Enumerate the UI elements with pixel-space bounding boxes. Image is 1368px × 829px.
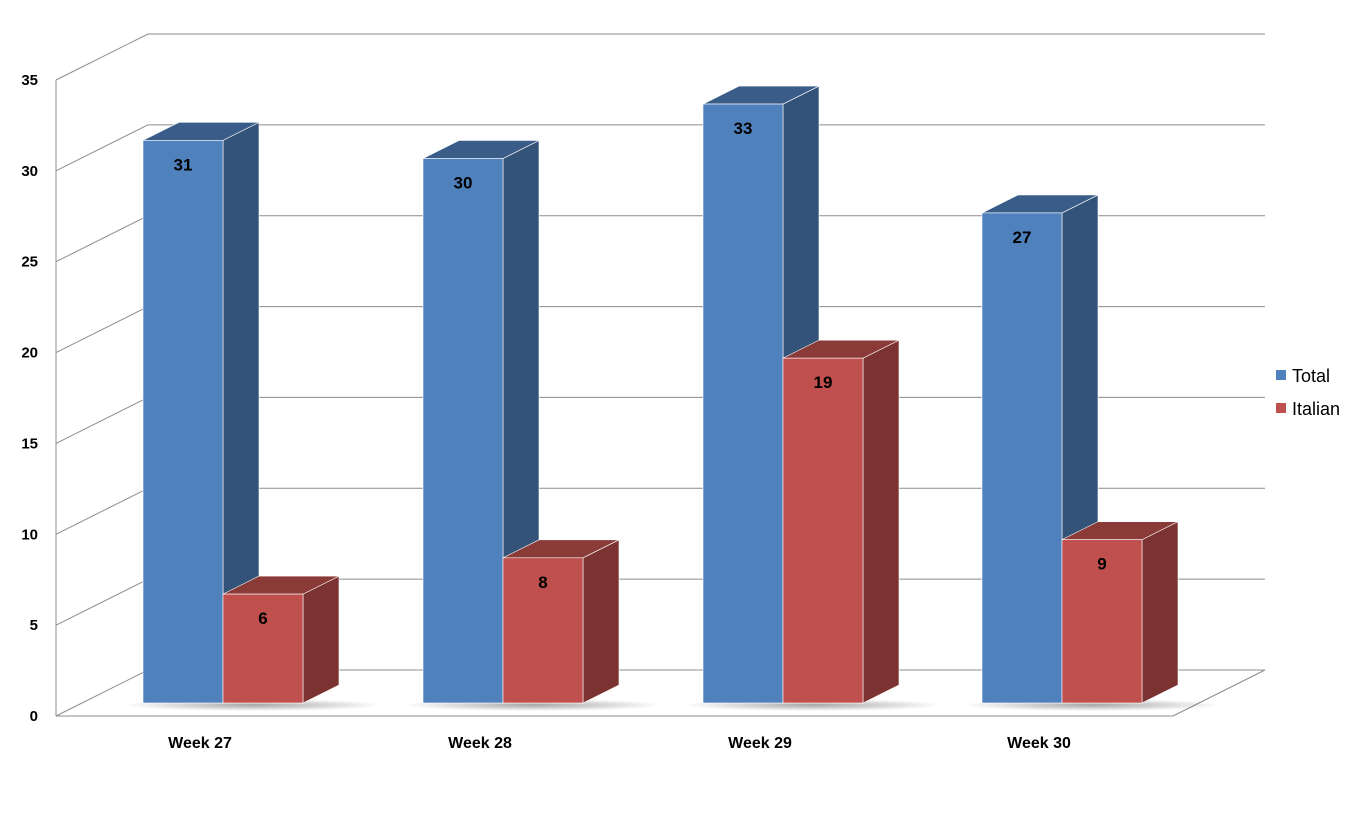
data-label: 33	[734, 119, 753, 138]
bar-side	[582, 539, 620, 704]
gridline-side	[55, 215, 149, 263]
legend-label: Total	[1292, 366, 1330, 386]
data-label: 8	[538, 573, 547, 592]
legend-swatch	[1276, 403, 1286, 413]
bar-front	[1061, 539, 1143, 704]
bar-italian-week-30: 9	[1061, 521, 1179, 704]
bar-italian-week-27: 6	[222, 575, 340, 704]
y-tick-label: 30	[21, 163, 38, 180]
gridline-side	[55, 33, 149, 81]
y-tick-label: 20	[21, 345, 38, 362]
bar-italian-week-29: 19	[782, 339, 900, 704]
data-label: 19	[814, 373, 833, 392]
y-tick-label: 15	[21, 435, 38, 452]
legend-label: Italian	[1292, 399, 1340, 419]
bar-front	[502, 557, 584, 704]
y-tick-label: 0	[30, 708, 38, 725]
gridline-side	[55, 487, 149, 535]
x-category-label: Week 30	[1007, 735, 1071, 752]
bar-side	[302, 575, 340, 704]
y-tick-label: 10	[21, 526, 38, 543]
gridline-side	[55, 396, 149, 444]
y-tick-label: 35	[21, 72, 38, 89]
bar-front	[422, 158, 504, 704]
data-label: 9	[1097, 555, 1106, 574]
bar-side	[862, 339, 900, 704]
data-label: 30	[454, 174, 473, 193]
x-category-label: Week 29	[728, 735, 792, 752]
data-label: 6	[258, 609, 267, 628]
bar-front	[222, 593, 304, 704]
bar-front	[782, 357, 864, 704]
gridline-side	[55, 578, 149, 626]
bars: 31 6 30 8 33 19 27 9	[123, 85, 1222, 711]
data-label: 31	[174, 155, 193, 174]
legend-swatch	[1276, 370, 1286, 380]
gridline-side	[55, 306, 149, 354]
gridline-side	[55, 124, 149, 172]
bar-front	[142, 140, 224, 704]
gridline-side	[55, 669, 149, 717]
bar-front	[702, 103, 784, 704]
y-tick-label: 5	[30, 617, 38, 634]
x-category-label: Week 28	[448, 735, 512, 752]
legend: Total Italian	[1276, 366, 1340, 419]
y-axis: 0 5 10 15 20 25 30 35	[21, 72, 38, 725]
y-tick-label: 25	[21, 254, 38, 271]
bar-front	[981, 212, 1063, 704]
data-label: 27	[1013, 228, 1032, 247]
bar-italian-week-28: 8	[502, 539, 620, 704]
x-axis: Week 27 Week 28 Week 29 Week 30	[168, 735, 1071, 752]
x-category-label: Week 27	[168, 735, 232, 752]
bar-side	[1141, 521, 1179, 704]
